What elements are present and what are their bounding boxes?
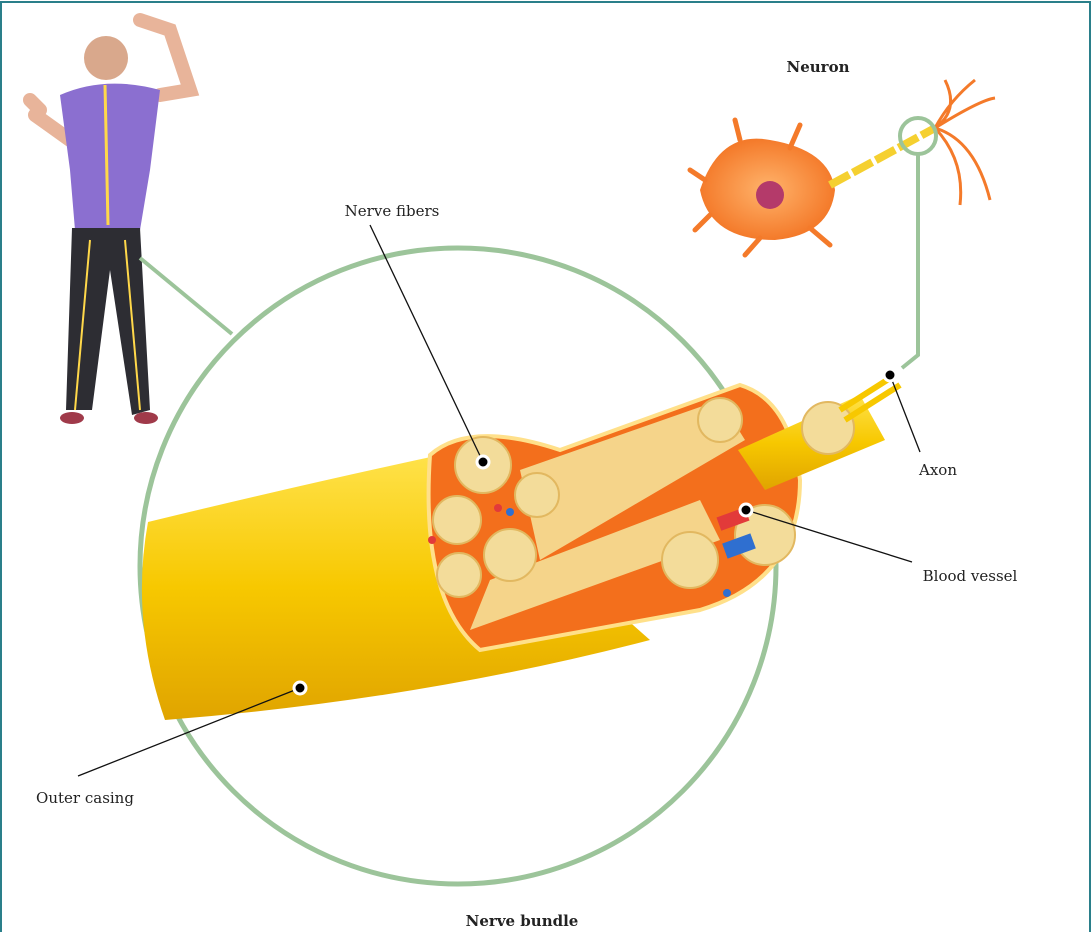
diagram: Neuron Nerve fibers Axon Blood vessel Ou… [0, 0, 1091, 932]
nerve-bundle [142, 375, 900, 720]
callout-label: Axon [918, 461, 957, 479]
connector [140, 258, 232, 334]
person [30, 20, 190, 424]
page: Neuron Nerve fibers Axon Blood vessel Ou… [0, 0, 1091, 932]
callout-label: Outer casing [36, 789, 134, 807]
callout-label: Blood vessel [923, 567, 1018, 585]
neuron [690, 80, 995, 255]
title: Nerve bundle [466, 912, 579, 930]
callout-label: Nerve fibers [345, 202, 440, 220]
connector [900, 118, 936, 154]
connector [902, 154, 918, 368]
neuron-label: Neuron [787, 58, 850, 76]
